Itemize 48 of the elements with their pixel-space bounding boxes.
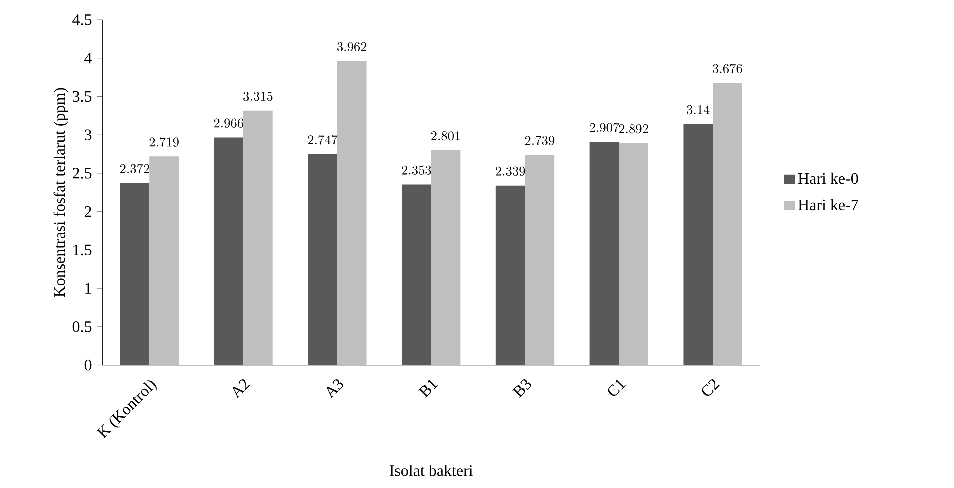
bar [402, 184, 432, 366]
bar [214, 138, 244, 366]
bar [525, 155, 555, 366]
data-label: 2.966 [214, 118, 244, 128]
y-tick-label: 2 [84, 206, 92, 218]
bar [713, 83, 742, 366]
bar [308, 154, 338, 366]
y-tick-label: 0.5 [72, 322, 92, 332]
y-tick-label: 4.5 [72, 14, 92, 26]
x-tick-label: A3 [327, 379, 344, 399]
x-tick-label: B1 [418, 380, 438, 398]
y-axis-title: Konsentrasi fosfat terlarut (ppm) [54, 88, 68, 298]
legend-label: Hari ke-7 [798, 199, 858, 211]
y-tick-label: 2.5 [72, 168, 92, 179]
x-tick-label: C2 [702, 380, 720, 396]
bar [619, 143, 648, 366]
x-tick-label: C1 [608, 380, 626, 396]
data-label: 2.747 [308, 135, 338, 145]
y-tick-label: 0 [84, 360, 92, 371]
data-label: 2.719 [150, 138, 179, 147]
data-label: 2.801 [431, 131, 460, 141]
x-axis-title: Isolat bakteri [390, 465, 474, 476]
bar [120, 183, 150, 366]
data-label: 2.892 [619, 124, 648, 134]
bar [244, 110, 273, 366]
bar [590, 142, 620, 366]
x-tick-label: A2 [233, 380, 250, 399]
data-label: 3. 14 [687, 105, 710, 115]
y-tick-label: 1.5 [74, 244, 92, 256]
y-tick-label: 1 [86, 283, 92, 294]
bar [431, 150, 461, 366]
data-label: 2.739 [525, 136, 555, 146]
x-tick-label: B3 [512, 379, 532, 398]
y-tick-label: 3.5 [73, 91, 92, 102]
bar [684, 124, 714, 366]
data-label: 2.339 [496, 166, 526, 176]
y-tick-label: 3 [85, 130, 92, 140]
legend-label: Hari ke-0 [798, 172, 858, 184]
data-label: 2.372 [120, 164, 150, 174]
data-label: 3.315 [244, 92, 273, 102]
bar [337, 61, 367, 366]
data-label: 3.676 [713, 64, 742, 74]
data-label: 2.907 [590, 123, 620, 132]
data-label: 3.962 [337, 42, 367, 52]
bar [150, 156, 179, 366]
bar [496, 186, 526, 366]
data-label: 2.353 [402, 166, 432, 176]
y-tick-label: 4 [84, 53, 92, 64]
